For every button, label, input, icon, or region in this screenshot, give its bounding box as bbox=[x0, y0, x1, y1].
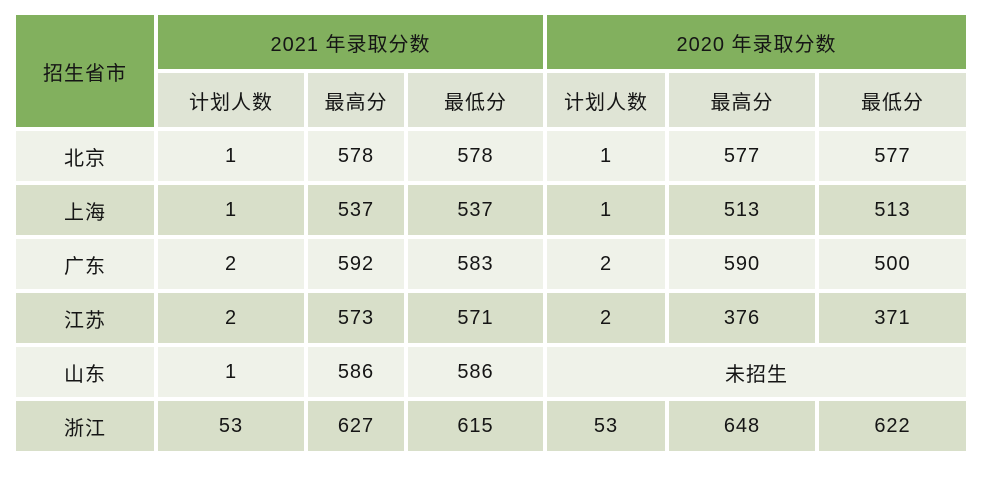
score-cell: 1 bbox=[158, 185, 304, 235]
score-cell: 586 bbox=[308, 347, 404, 397]
score-cell: 573 bbox=[308, 293, 404, 343]
province-cell: 浙江 bbox=[16, 401, 154, 451]
score-cell: 571 bbox=[408, 293, 543, 343]
score-cell: 2 bbox=[547, 293, 665, 343]
score-cell: 615 bbox=[408, 401, 543, 451]
score-cell: 577 bbox=[819, 131, 966, 181]
score-cell: 627 bbox=[308, 401, 404, 451]
score-cell: 53 bbox=[547, 401, 665, 451]
score-cell: 371 bbox=[819, 293, 966, 343]
subheader-2020-min-score: 最低分 bbox=[819, 73, 966, 127]
table-row-jiangsu: 江苏 2 573 571 2 376 371 bbox=[16, 293, 966, 343]
year-2021-group-header: 2021 年录取分数 bbox=[158, 15, 543, 69]
subheader-2020-plan-count: 计划人数 bbox=[547, 73, 665, 127]
subheader-2021-max-score: 最高分 bbox=[308, 73, 404, 127]
table-row-shanghai: 上海 1 537 537 1 513 513 bbox=[16, 185, 966, 235]
score-cell: 1 bbox=[547, 185, 665, 235]
score-cell: 513 bbox=[819, 185, 966, 235]
score-cell: 592 bbox=[308, 239, 404, 289]
subheader-2021-min-score: 最低分 bbox=[408, 73, 543, 127]
table-row-guangdong: 广东 2 592 583 2 590 500 bbox=[16, 239, 966, 289]
admission-scores-table: 招生省市 2021 年录取分数 2020 年录取分数 计划人数 最高分 最低分 … bbox=[12, 11, 970, 455]
year-2020-group-header: 2020 年录取分数 bbox=[547, 15, 966, 69]
score-cell: 648 bbox=[669, 401, 815, 451]
subheader-2020-max-score: 最高分 bbox=[669, 73, 815, 127]
corner-header-cell: 招生省市 bbox=[16, 15, 154, 127]
score-cell: 578 bbox=[308, 131, 404, 181]
score-cell: 1 bbox=[158, 347, 304, 397]
province-cell: 山东 bbox=[16, 347, 154, 397]
score-cell: 1 bbox=[547, 131, 665, 181]
subheader-2021-plan-count: 计划人数 bbox=[158, 73, 304, 127]
province-cell: 上海 bbox=[16, 185, 154, 235]
score-cell: 590 bbox=[669, 239, 815, 289]
merged-no-admission-cell: 未招生 bbox=[547, 347, 966, 397]
score-cell: 2 bbox=[158, 239, 304, 289]
score-cell: 513 bbox=[669, 185, 815, 235]
score-cell: 578 bbox=[408, 131, 543, 181]
score-cell: 577 bbox=[669, 131, 815, 181]
province-cell: 江苏 bbox=[16, 293, 154, 343]
score-cell: 537 bbox=[308, 185, 404, 235]
score-cell: 376 bbox=[669, 293, 815, 343]
score-cell: 583 bbox=[408, 239, 543, 289]
score-cell: 537 bbox=[408, 185, 543, 235]
score-cell: 586 bbox=[408, 347, 543, 397]
table-row-zhejiang: 浙江 53 627 615 53 648 622 bbox=[16, 401, 966, 451]
score-cell: 500 bbox=[819, 239, 966, 289]
score-cell: 53 bbox=[158, 401, 304, 451]
province-cell: 广东 bbox=[16, 239, 154, 289]
table-row-shandong: 山东 1 586 586 未招生 bbox=[16, 347, 966, 397]
score-cell: 2 bbox=[547, 239, 665, 289]
score-cell: 622 bbox=[819, 401, 966, 451]
score-cell: 1 bbox=[158, 131, 304, 181]
table-row-beijing: 北京 1 578 578 1 577 577 bbox=[16, 131, 966, 181]
province-cell: 北京 bbox=[16, 131, 154, 181]
score-cell: 2 bbox=[158, 293, 304, 343]
